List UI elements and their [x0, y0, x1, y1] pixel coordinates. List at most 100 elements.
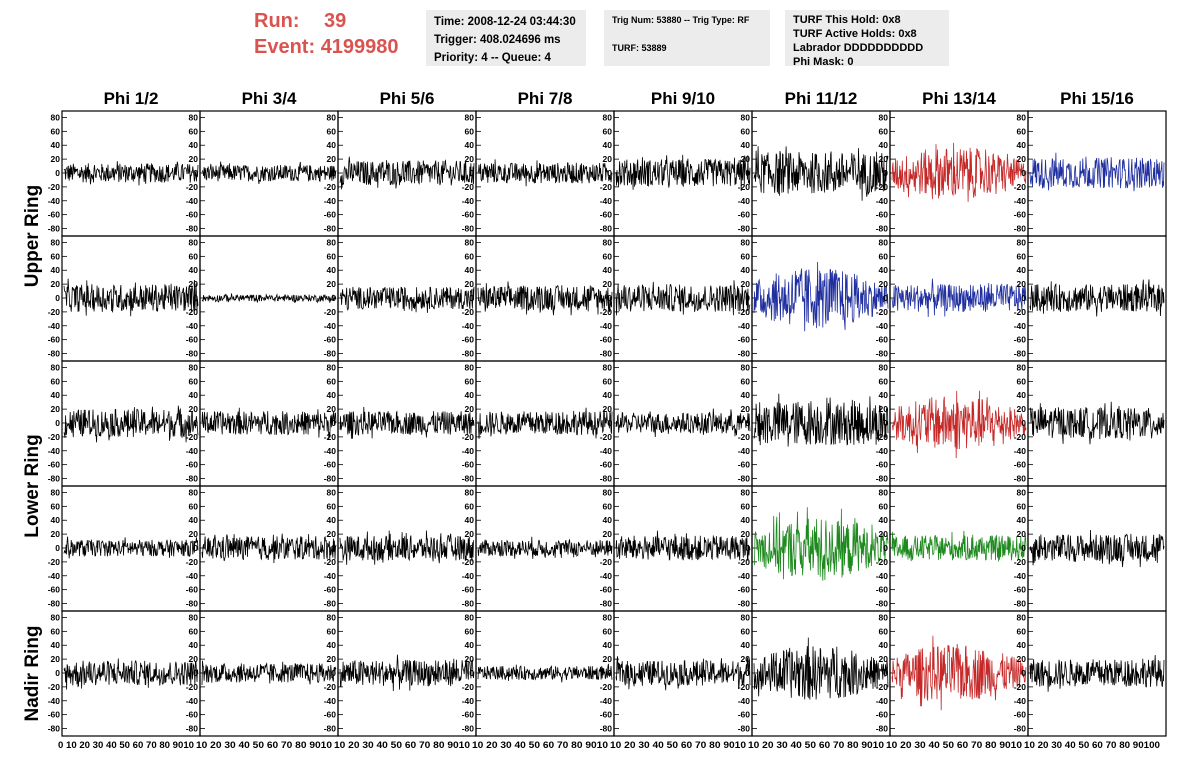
y-tick-label: 60	[603, 376, 613, 386]
x-axis-tick-labels: 10 20 30 40 50 60 70 80 9010	[334, 740, 470, 751]
y-tick-label: -20	[462, 557, 475, 567]
y-tick-label: -20	[186, 432, 199, 442]
y-tick-label: -40	[462, 696, 475, 706]
y-tick-label: -60	[186, 335, 199, 345]
y-tick-label: -20	[48, 557, 61, 567]
waveform-trace	[201, 660, 337, 686]
y-tick-label: -60	[324, 585, 337, 595]
y-tick-label: 80	[603, 362, 613, 372]
event-value: 4199980	[320, 36, 399, 58]
y-tick-label: -40	[876, 446, 889, 456]
turf-active-line: TURF Active Holds: 0x8	[793, 28, 917, 40]
y-tick-label: -20	[600, 307, 613, 317]
y-tick-label: -20	[876, 682, 889, 692]
y-tick-label: -40	[600, 571, 613, 581]
y-tick-label: -60	[600, 335, 613, 345]
y-tick-label: 60	[51, 251, 61, 261]
y-tick-label: 40	[327, 265, 337, 275]
waveform-trace	[615, 408, 751, 438]
y-tick-label: 80	[879, 487, 889, 497]
waveform-trace	[201, 293, 337, 304]
x-axis-tick-labels: 10 20 30 40 50 60 70 80 9010	[472, 740, 608, 751]
y-tick-label: 60	[465, 626, 475, 636]
waveform-trace	[1029, 152, 1165, 192]
column-title: Phi 11/12	[785, 89, 858, 108]
y-tick-label: 60	[51, 126, 61, 136]
y-tick-label: 80	[465, 362, 475, 372]
y-tick-label: -80	[324, 724, 337, 734]
y-tick-label: 20	[603, 279, 613, 289]
y-tick-label: 20	[51, 279, 61, 289]
column-title: Phi 3/4	[242, 89, 297, 108]
y-tick-label: -40	[876, 196, 889, 206]
y-tick-label: -80	[876, 599, 889, 609]
y-tick-label: 20	[465, 154, 475, 164]
waveform-trace	[63, 536, 199, 559]
y-tick-label: 0	[193, 543, 198, 553]
panel-frame	[613, 360, 753, 487]
y-tick-label: 40	[879, 640, 889, 650]
y-tick-label: 0	[883, 668, 888, 678]
y-tick-label: 40	[879, 140, 889, 150]
y-tick-label: 80	[327, 112, 337, 122]
waveform-trace	[1029, 279, 1165, 317]
waveform-trace	[615, 656, 751, 691]
y-tick-label: 80	[465, 112, 475, 122]
waveform-trace	[201, 407, 337, 440]
y-tick-label: -60	[462, 335, 475, 345]
y-tick-label: 40	[327, 640, 337, 650]
y-tick-label: -80	[738, 724, 751, 734]
y-tick-label: -40	[324, 696, 337, 706]
y-tick-label: 40	[603, 140, 613, 150]
y-tick-label: 20	[51, 154, 61, 164]
y-tick-label: -20	[186, 557, 199, 567]
y-tick-label: -80	[738, 599, 751, 609]
y-tick-label: 0	[1021, 168, 1026, 178]
y-tick-label: 40	[189, 140, 199, 150]
y-tick-label: -20	[1014, 307, 1027, 317]
y-tick-label: 40	[1017, 640, 1027, 650]
y-tick-label: 20	[51, 404, 61, 414]
y-tick-label: -60	[48, 335, 61, 345]
y-tick-label: -20	[48, 682, 61, 692]
y-tick-label: 60	[741, 376, 751, 386]
y-tick-label: 40	[189, 390, 199, 400]
y-tick-label: 40	[189, 640, 199, 650]
y-tick-label: 60	[1017, 501, 1027, 511]
y-tick-label: -40	[48, 571, 61, 581]
y-tick-label: -80	[48, 474, 61, 484]
y-tick-label: 20	[879, 404, 889, 414]
y-tick-label: 20	[879, 529, 889, 539]
y-tick-label: -20	[324, 307, 337, 317]
y-tick-label: 60	[189, 251, 199, 261]
y-tick-label: -40	[738, 696, 751, 706]
y-tick-label: -20	[1014, 682, 1027, 692]
y-tick-label: -80	[738, 349, 751, 359]
y-tick-label: -60	[462, 585, 475, 595]
y-tick-label: 40	[465, 640, 475, 650]
y-tick-label: 40	[189, 265, 199, 275]
y-tick-label: 60	[741, 126, 751, 136]
waveform-trace	[477, 407, 613, 439]
y-tick-label: -40	[600, 446, 613, 456]
y-tick-label: -80	[1014, 474, 1027, 484]
y-tick-label: 0	[607, 668, 612, 678]
column-title: Phi 15/16	[1060, 89, 1134, 108]
column-title: Phi 5/6	[380, 89, 435, 108]
y-tick-label: 0	[193, 168, 198, 178]
y-tick-label: -80	[324, 224, 337, 234]
y-tick-label: 80	[51, 237, 61, 247]
y-tick-label: -60	[462, 460, 475, 470]
y-tick-label: 20	[879, 654, 889, 664]
y-tick-label: -80	[876, 724, 889, 734]
row-group-label: Upper Ring	[22, 185, 43, 287]
y-tick-label: 60	[327, 376, 337, 386]
y-tick-label: 80	[327, 487, 337, 497]
y-tick-label: -60	[48, 460, 61, 470]
y-tick-label: 20	[189, 529, 199, 539]
y-tick-label: 80	[741, 237, 751, 247]
y-tick-label: 20	[465, 404, 475, 414]
y-tick-label: 40	[51, 140, 61, 150]
y-tick-label: -80	[600, 349, 613, 359]
waveform-trace	[201, 161, 337, 184]
